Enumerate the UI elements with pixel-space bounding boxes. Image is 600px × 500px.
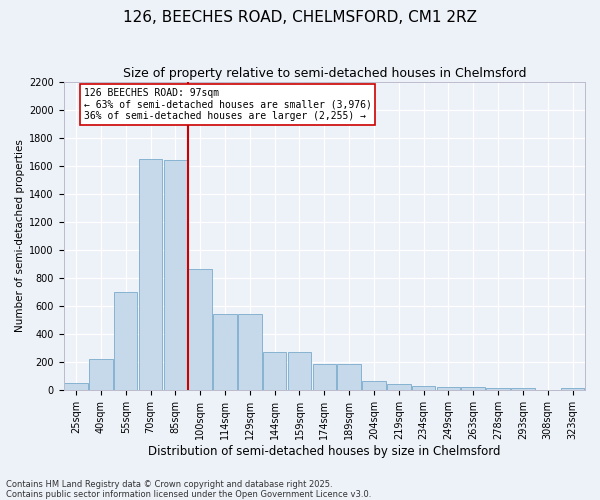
Bar	[288, 352, 311, 390]
Bar	[213, 314, 237, 390]
Bar	[412, 386, 436, 390]
Bar	[238, 314, 262, 390]
Bar	[487, 388, 510, 390]
Bar	[313, 364, 336, 390]
Bar	[387, 384, 410, 390]
Title: Size of property relative to semi-detached houses in Chelmsford: Size of property relative to semi-detach…	[122, 68, 526, 80]
Bar	[89, 359, 113, 390]
Bar	[461, 387, 485, 390]
Bar	[362, 382, 386, 390]
Bar	[139, 158, 163, 390]
Bar	[188, 270, 212, 390]
Bar	[337, 364, 361, 390]
Bar	[263, 352, 286, 390]
Bar	[164, 160, 187, 390]
Text: Contains HM Land Registry data © Crown copyright and database right 2025.
Contai: Contains HM Land Registry data © Crown c…	[6, 480, 371, 499]
Y-axis label: Number of semi-detached properties: Number of semi-detached properties	[15, 140, 25, 332]
Text: 126 BEECHES ROAD: 97sqm
← 63% of semi-detached houses are smaller (3,976)
36% of: 126 BEECHES ROAD: 97sqm ← 63% of semi-de…	[83, 88, 371, 121]
Bar	[561, 388, 584, 390]
X-axis label: Distribution of semi-detached houses by size in Chelmsford: Distribution of semi-detached houses by …	[148, 444, 500, 458]
Bar	[437, 387, 460, 390]
Text: 126, BEECHES ROAD, CHELMSFORD, CM1 2RZ: 126, BEECHES ROAD, CHELMSFORD, CM1 2RZ	[123, 10, 477, 25]
Bar	[114, 292, 137, 390]
Bar	[511, 388, 535, 390]
Bar	[64, 383, 88, 390]
